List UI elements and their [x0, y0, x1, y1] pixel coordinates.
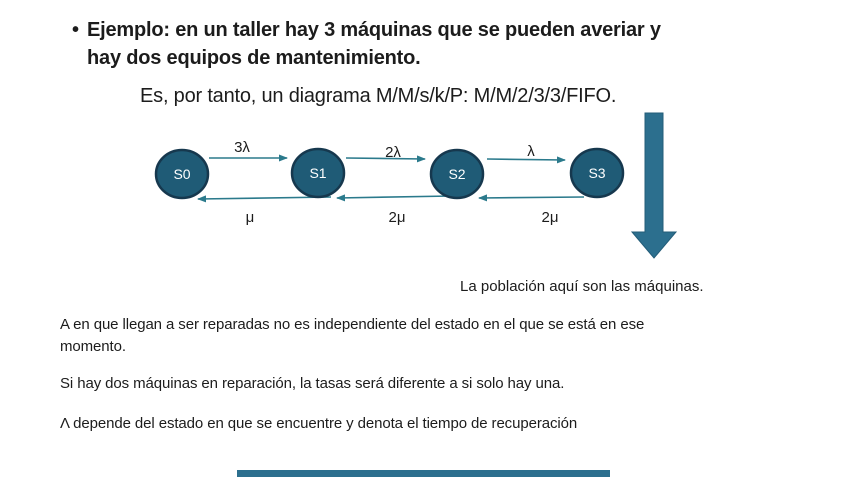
slide-subtitle: Es, por tanto, un diagrama M/M/s/k/P: M/…	[140, 85, 617, 107]
arrow-s1-to-s0	[197, 195, 332, 203]
bullet-marker: •	[72, 19, 80, 41]
state-node-s3: S3	[569, 147, 625, 199]
arrow-s2-to-s3	[486, 156, 566, 164]
state-label-s0: S0	[173, 166, 190, 182]
arrow-s1-to-s2	[345, 155, 426, 163]
paragraph-1: A en que llegan a ser reparadas no es in…	[60, 316, 645, 355]
paragraph-2: Si hay dos máquinas en reparación, la ta…	[60, 375, 565, 392]
rate-label-backward-0: μ	[246, 209, 255, 226]
title-line-2: hay dos equipos de mantenimiento.	[87, 47, 421, 69]
paragraph-3: Λ depende del estado en que se encuentre…	[60, 415, 578, 432]
title-line-1: Ejemplo: en un taller hay 3 máquinas que…	[87, 19, 661, 41]
rate-label-forward-1: 2λ	[385, 144, 401, 161]
slide-title: • Ejemplo: en un taller hay 3 máquinas q…	[72, 16, 661, 72]
footer-accent-bar	[237, 470, 610, 477]
down-arrow-icon	[630, 112, 678, 259]
rate-label-backward-2: 2μ	[542, 209, 559, 226]
arrow-s3-to-s2	[478, 194, 585, 202]
state-label-s2: S2	[448, 166, 465, 182]
state-label-s3: S3	[588, 165, 605, 181]
state-node-s2: S2	[429, 148, 485, 200]
title-text: Ejemplo: en un taller hay 3 máquinas que…	[87, 16, 661, 72]
state-node-s1: S1	[290, 147, 346, 199]
state-node-s0: S0	[154, 148, 210, 200]
rate-label-forward-0: 3λ	[234, 139, 250, 156]
arrow-s2-to-s1	[336, 194, 453, 202]
state-label-s1: S1	[309, 165, 326, 181]
population-caption: La población aquí son las máquinas.	[460, 278, 704, 295]
rate-label-forward-2: λ	[527, 143, 535, 160]
rate-label-backward-1: 2μ	[389, 209, 406, 226]
